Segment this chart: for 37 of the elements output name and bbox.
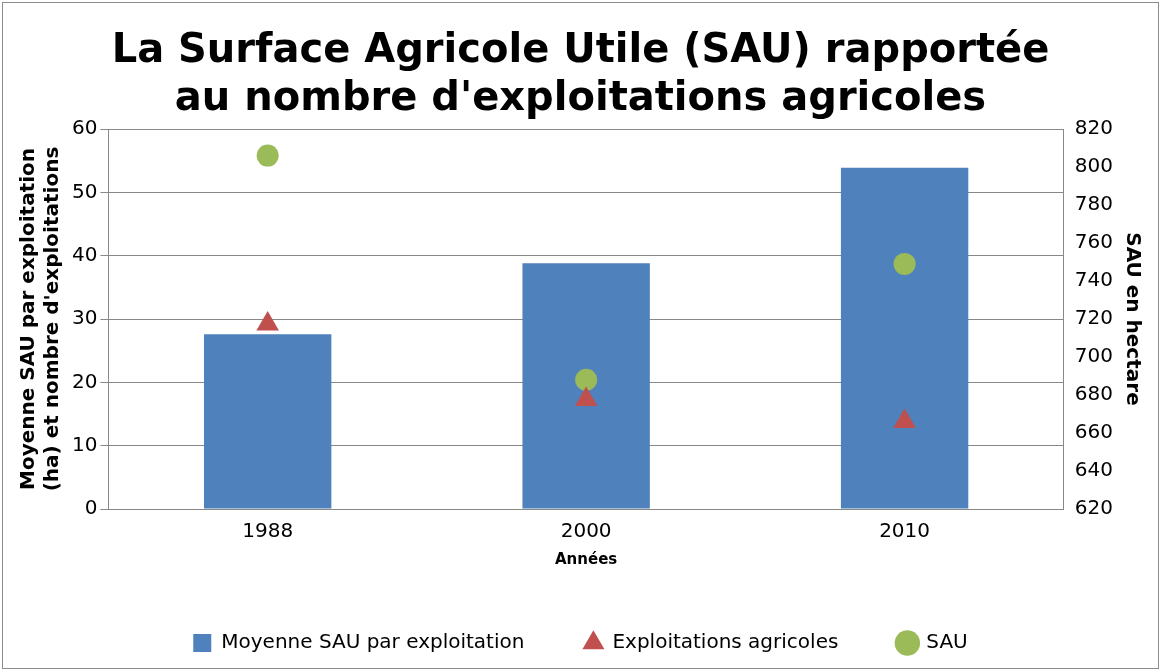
point	[575, 368, 598, 391]
y-axis-title: Moyenne SAU par exploitation (ha) et nombre d'exploitations	[15, 146, 64, 492]
x-axis-title: Années	[555, 549, 618, 568]
y2-tick-label: 640	[1074, 457, 1114, 482]
y2-tick-label: 760	[1074, 229, 1114, 254]
y-tick-label: 60	[72, 115, 98, 140]
y2-tick-label: 680	[1074, 381, 1114, 406]
legend-label: SAU	[926, 629, 968, 654]
y-tick-label: 0	[84, 495, 98, 520]
y-tick-label: 10	[72, 431, 98, 456]
point	[893, 408, 916, 429]
chart-title: La Surface Agricole Utile (SAU) rapportée au nombre d'exploitations agricoles	[111, 25, 1050, 120]
bar	[840, 167, 969, 509]
y2-tick-label: 720	[1074, 305, 1114, 330]
legend-label: Moyenne SAU par exploitation	[221, 629, 525, 654]
y2-tick-label: 740	[1074, 267, 1114, 292]
point	[256, 144, 279, 167]
y-tick-label: 40	[72, 241, 98, 266]
x-tick-label: 2010	[879, 518, 931, 543]
x-tick-label: 1988	[242, 518, 294, 543]
y2-tick-label: 700	[1074, 343, 1114, 368]
y2-tick-label: 780	[1074, 191, 1114, 216]
bar	[522, 263, 650, 509]
y-tick-label: 50	[72, 178, 98, 203]
point	[574, 386, 598, 406]
legend-label: Exploitations agricoles	[612, 629, 839, 654]
x-tick-label: 2000	[560, 518, 612, 543]
point	[256, 311, 279, 331]
y2-tick-label: 620	[1074, 495, 1114, 520]
y2-tick-label: 800	[1074, 153, 1114, 178]
y-tick-label: 20	[72, 368, 98, 393]
y-tick-label: 30	[72, 305, 98, 330]
bar	[203, 334, 332, 509]
y2-tick-label: 820	[1074, 115, 1114, 140]
y2-tick-label: 660	[1074, 419, 1114, 444]
point	[893, 252, 916, 275]
y2-axis-title: SAU en hectare	[1121, 232, 1146, 406]
